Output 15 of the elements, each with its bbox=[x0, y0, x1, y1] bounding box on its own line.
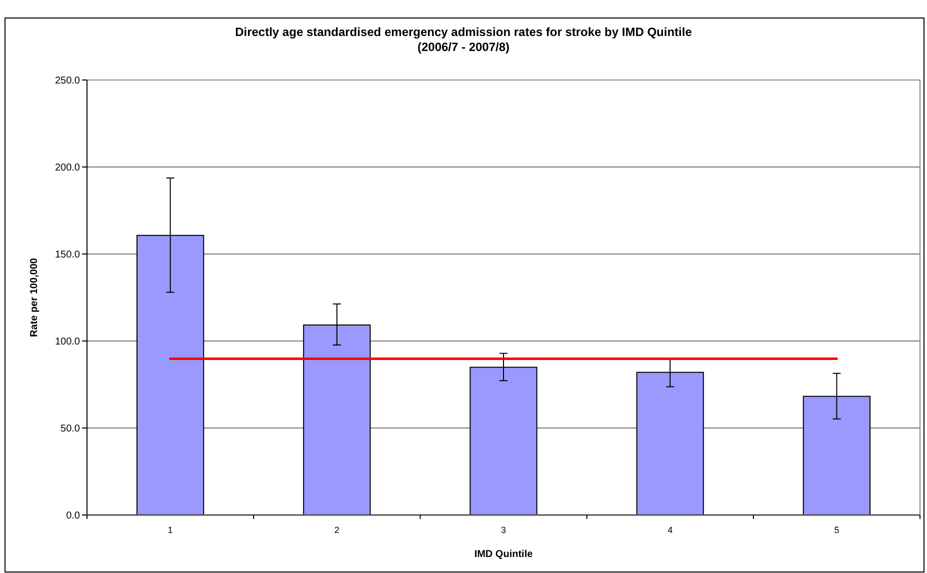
y-tick-label: 250.0 bbox=[54, 76, 80, 86]
y-axis-title: Rate per 100,000 bbox=[29, 258, 40, 337]
chart-title: Directly age standardised emergency admission rates for stroke by IMD Quintile bbox=[235, 25, 692, 39]
chart-subtitle: (2006/7 - 2007/8) bbox=[417, 40, 510, 54]
y-tick-label: 50.0 bbox=[60, 424, 80, 434]
y-tick-label: 0.0 bbox=[66, 510, 80, 522]
y-tick-label: 200.0 bbox=[54, 162, 80, 174]
x-tick-label: 4 bbox=[668, 525, 673, 535]
y-tick-label: 100.0 bbox=[54, 336, 80, 348]
x-axis-title: IMD Quintile bbox=[474, 549, 534, 560]
x-tick-label: 2 bbox=[334, 525, 340, 535]
x-tick-label: 1 bbox=[168, 525, 173, 535]
x-tick-label: 3 bbox=[500, 525, 506, 535]
y-tick-label: 150.0 bbox=[54, 250, 80, 260]
x-tick-label: 5 bbox=[834, 525, 840, 535]
